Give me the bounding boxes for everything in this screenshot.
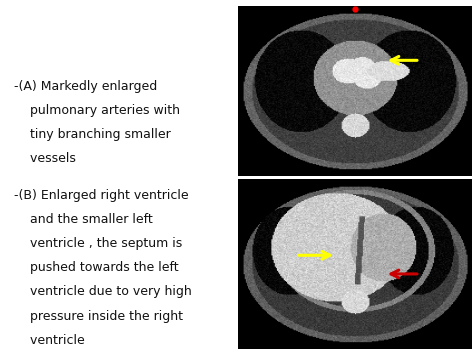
Text: vessels: vessels	[14, 152, 76, 165]
Text: ventricle: ventricle	[14, 334, 85, 347]
Text: ventricle , the septum is: ventricle , the septum is	[14, 237, 182, 250]
Text: ventricle due to very high: ventricle due to very high	[14, 285, 192, 299]
Text: -(A) Markedly enlarged: -(A) Markedly enlarged	[14, 80, 157, 93]
Text: tiny branching smaller: tiny branching smaller	[14, 128, 171, 141]
Text: pressure inside the right: pressure inside the right	[14, 310, 183, 323]
Text: -(B) Enlarged right ventricle: -(B) Enlarged right ventricle	[14, 189, 189, 202]
Text: and the smaller left: and the smaller left	[14, 213, 153, 226]
Text: pulmonary arteries with: pulmonary arteries with	[14, 104, 180, 117]
Text: pushed towards the left: pushed towards the left	[14, 261, 179, 274]
